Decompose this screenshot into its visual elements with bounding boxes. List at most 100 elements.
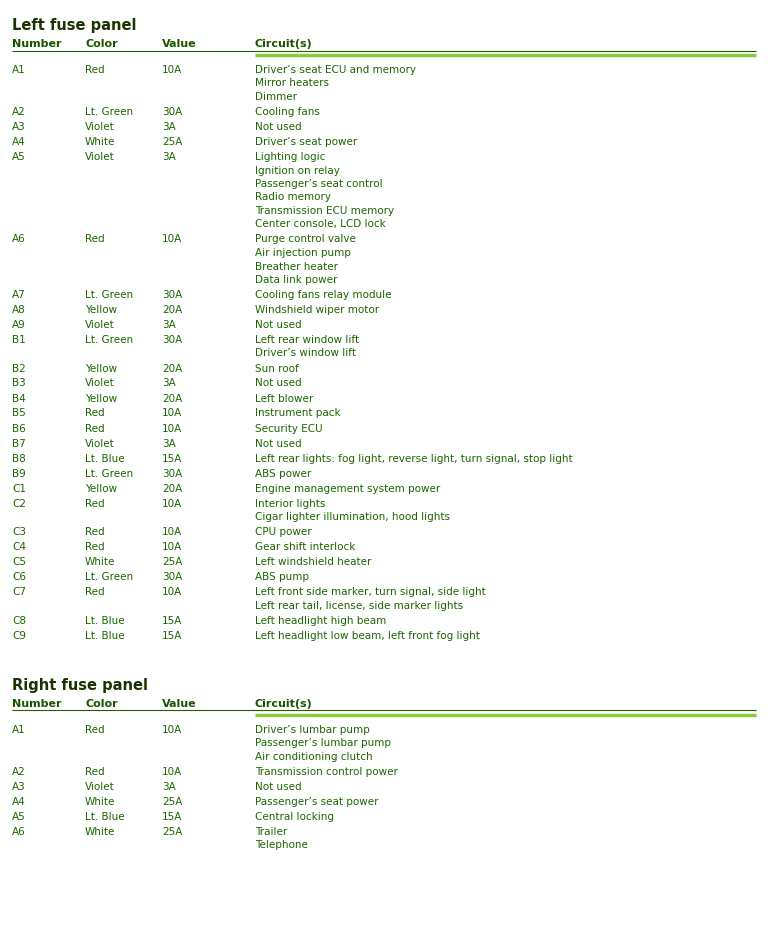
Text: C2: C2 (12, 498, 26, 509)
Text: Cooling fans relay module: Cooling fans relay module (255, 290, 392, 300)
Text: 3A: 3A (162, 379, 176, 388)
Text: C8: C8 (12, 616, 26, 625)
Text: Lt. Green: Lt. Green (85, 290, 133, 300)
Text: C3: C3 (12, 527, 26, 537)
Text: 25A: 25A (162, 826, 182, 837)
Text: Color: Color (85, 698, 118, 709)
Text: Not used: Not used (255, 320, 302, 330)
Text: Yellow: Yellow (85, 364, 118, 373)
Text: 10A: 10A (162, 766, 182, 776)
Text: A7: A7 (12, 290, 26, 300)
Text: C1: C1 (12, 483, 26, 494)
Text: Data link power: Data link power (255, 275, 337, 285)
Text: Lt. Green: Lt. Green (85, 572, 133, 582)
Text: 20A: 20A (162, 364, 182, 373)
Text: Sun roof: Sun roof (255, 364, 299, 373)
Text: White: White (85, 826, 115, 837)
Text: Violet: Violet (85, 438, 114, 448)
Text: 15A: 15A (162, 811, 182, 822)
Text: Left headlight high beam: Left headlight high beam (255, 616, 386, 625)
Text: ABS power: ABS power (255, 468, 311, 478)
Text: C9: C9 (12, 631, 26, 640)
Text: 20A: 20A (162, 394, 182, 403)
Text: 10A: 10A (162, 409, 182, 418)
Text: A1: A1 (12, 65, 26, 75)
Text: Lt. Blue: Lt. Blue (85, 631, 124, 640)
Text: Not used: Not used (255, 379, 302, 388)
Text: Air injection pump: Air injection pump (255, 248, 351, 258)
Text: Red: Red (85, 766, 104, 776)
Text: Value: Value (162, 698, 197, 709)
Text: Driver’s seat ECU and memory: Driver’s seat ECU and memory (255, 65, 416, 75)
Text: Lighting logic: Lighting logic (255, 152, 326, 162)
Text: Red: Red (85, 234, 104, 244)
Text: B7: B7 (12, 438, 26, 448)
Text: Engine management system power: Engine management system power (255, 483, 440, 494)
Text: 10A: 10A (162, 234, 182, 244)
Text: A2: A2 (12, 766, 26, 776)
Text: Violet: Violet (85, 781, 114, 791)
Text: Driver’s lumbar pump: Driver’s lumbar pump (255, 725, 369, 734)
Text: Violet: Violet (85, 320, 114, 330)
Text: Violet: Violet (85, 379, 114, 388)
Text: Left windshield heater: Left windshield heater (255, 557, 372, 567)
Text: Radio memory: Radio memory (255, 193, 331, 202)
Text: Lt. Green: Lt. Green (85, 468, 133, 478)
Text: Instrument pack: Instrument pack (255, 409, 341, 418)
Text: Left fuse panel: Left fuse panel (12, 18, 137, 33)
Text: B5: B5 (12, 409, 26, 418)
Text: Left rear lights: fog light, reverse light, turn signal, stop light: Left rear lights: fog light, reverse lig… (255, 453, 573, 463)
Text: Red: Red (85, 409, 104, 418)
Text: Gear shift interlock: Gear shift interlock (255, 542, 356, 552)
Text: Lt. Green: Lt. Green (85, 335, 133, 345)
Text: Passenger’s lumbar pump: Passenger’s lumbar pump (255, 738, 391, 748)
Text: Red: Red (85, 542, 104, 552)
Text: A5: A5 (12, 811, 26, 822)
Text: Value: Value (162, 39, 197, 49)
Text: A2: A2 (12, 107, 26, 117)
Text: Left headlight low beam, left front fog light: Left headlight low beam, left front fog … (255, 631, 480, 640)
Text: Red: Red (85, 587, 104, 597)
Text: A4: A4 (12, 137, 26, 147)
Text: Red: Red (85, 498, 104, 509)
Text: A1: A1 (12, 725, 26, 734)
Text: B8: B8 (12, 453, 26, 463)
Text: Security ECU: Security ECU (255, 424, 323, 433)
Text: B4: B4 (12, 394, 26, 403)
Text: 15A: 15A (162, 453, 182, 463)
Text: Color: Color (85, 39, 118, 49)
Text: Interior lights: Interior lights (255, 498, 326, 509)
Text: A8: A8 (12, 305, 26, 315)
Text: 10A: 10A (162, 587, 182, 597)
Text: 3A: 3A (162, 320, 176, 330)
Text: 30A: 30A (162, 107, 182, 117)
Text: Mirror heaters: Mirror heaters (255, 79, 329, 88)
Text: 20A: 20A (162, 305, 182, 315)
Text: 10A: 10A (162, 424, 182, 433)
Text: Purge control valve: Purge control valve (255, 234, 356, 244)
Text: Left front side marker, turn signal, side light: Left front side marker, turn signal, sid… (255, 587, 485, 597)
Text: Trailer: Trailer (255, 826, 287, 837)
Text: Dimmer: Dimmer (255, 92, 297, 102)
Text: Driver’s seat power: Driver’s seat power (255, 137, 357, 147)
Text: Yellow: Yellow (85, 483, 118, 494)
Text: Circuit(s): Circuit(s) (255, 39, 313, 49)
Text: White: White (85, 557, 115, 567)
Text: Transmission ECU memory: Transmission ECU memory (255, 206, 394, 216)
Text: 3A: 3A (162, 122, 176, 132)
Text: C6: C6 (12, 572, 26, 582)
Text: Air conditioning clutch: Air conditioning clutch (255, 751, 372, 761)
Text: A5: A5 (12, 152, 26, 162)
Text: 10A: 10A (162, 527, 182, 537)
Text: 15A: 15A (162, 616, 182, 625)
Text: B3: B3 (12, 379, 26, 388)
Text: 10A: 10A (162, 65, 182, 75)
Text: Number: Number (12, 698, 61, 709)
Text: 3A: 3A (162, 781, 176, 791)
Text: 3A: 3A (162, 438, 176, 448)
Text: Right fuse panel: Right fuse panel (12, 678, 148, 693)
Text: A4: A4 (12, 796, 26, 807)
Text: 25A: 25A (162, 557, 182, 567)
Text: Yellow: Yellow (85, 394, 118, 403)
Text: Left blower: Left blower (255, 394, 313, 403)
